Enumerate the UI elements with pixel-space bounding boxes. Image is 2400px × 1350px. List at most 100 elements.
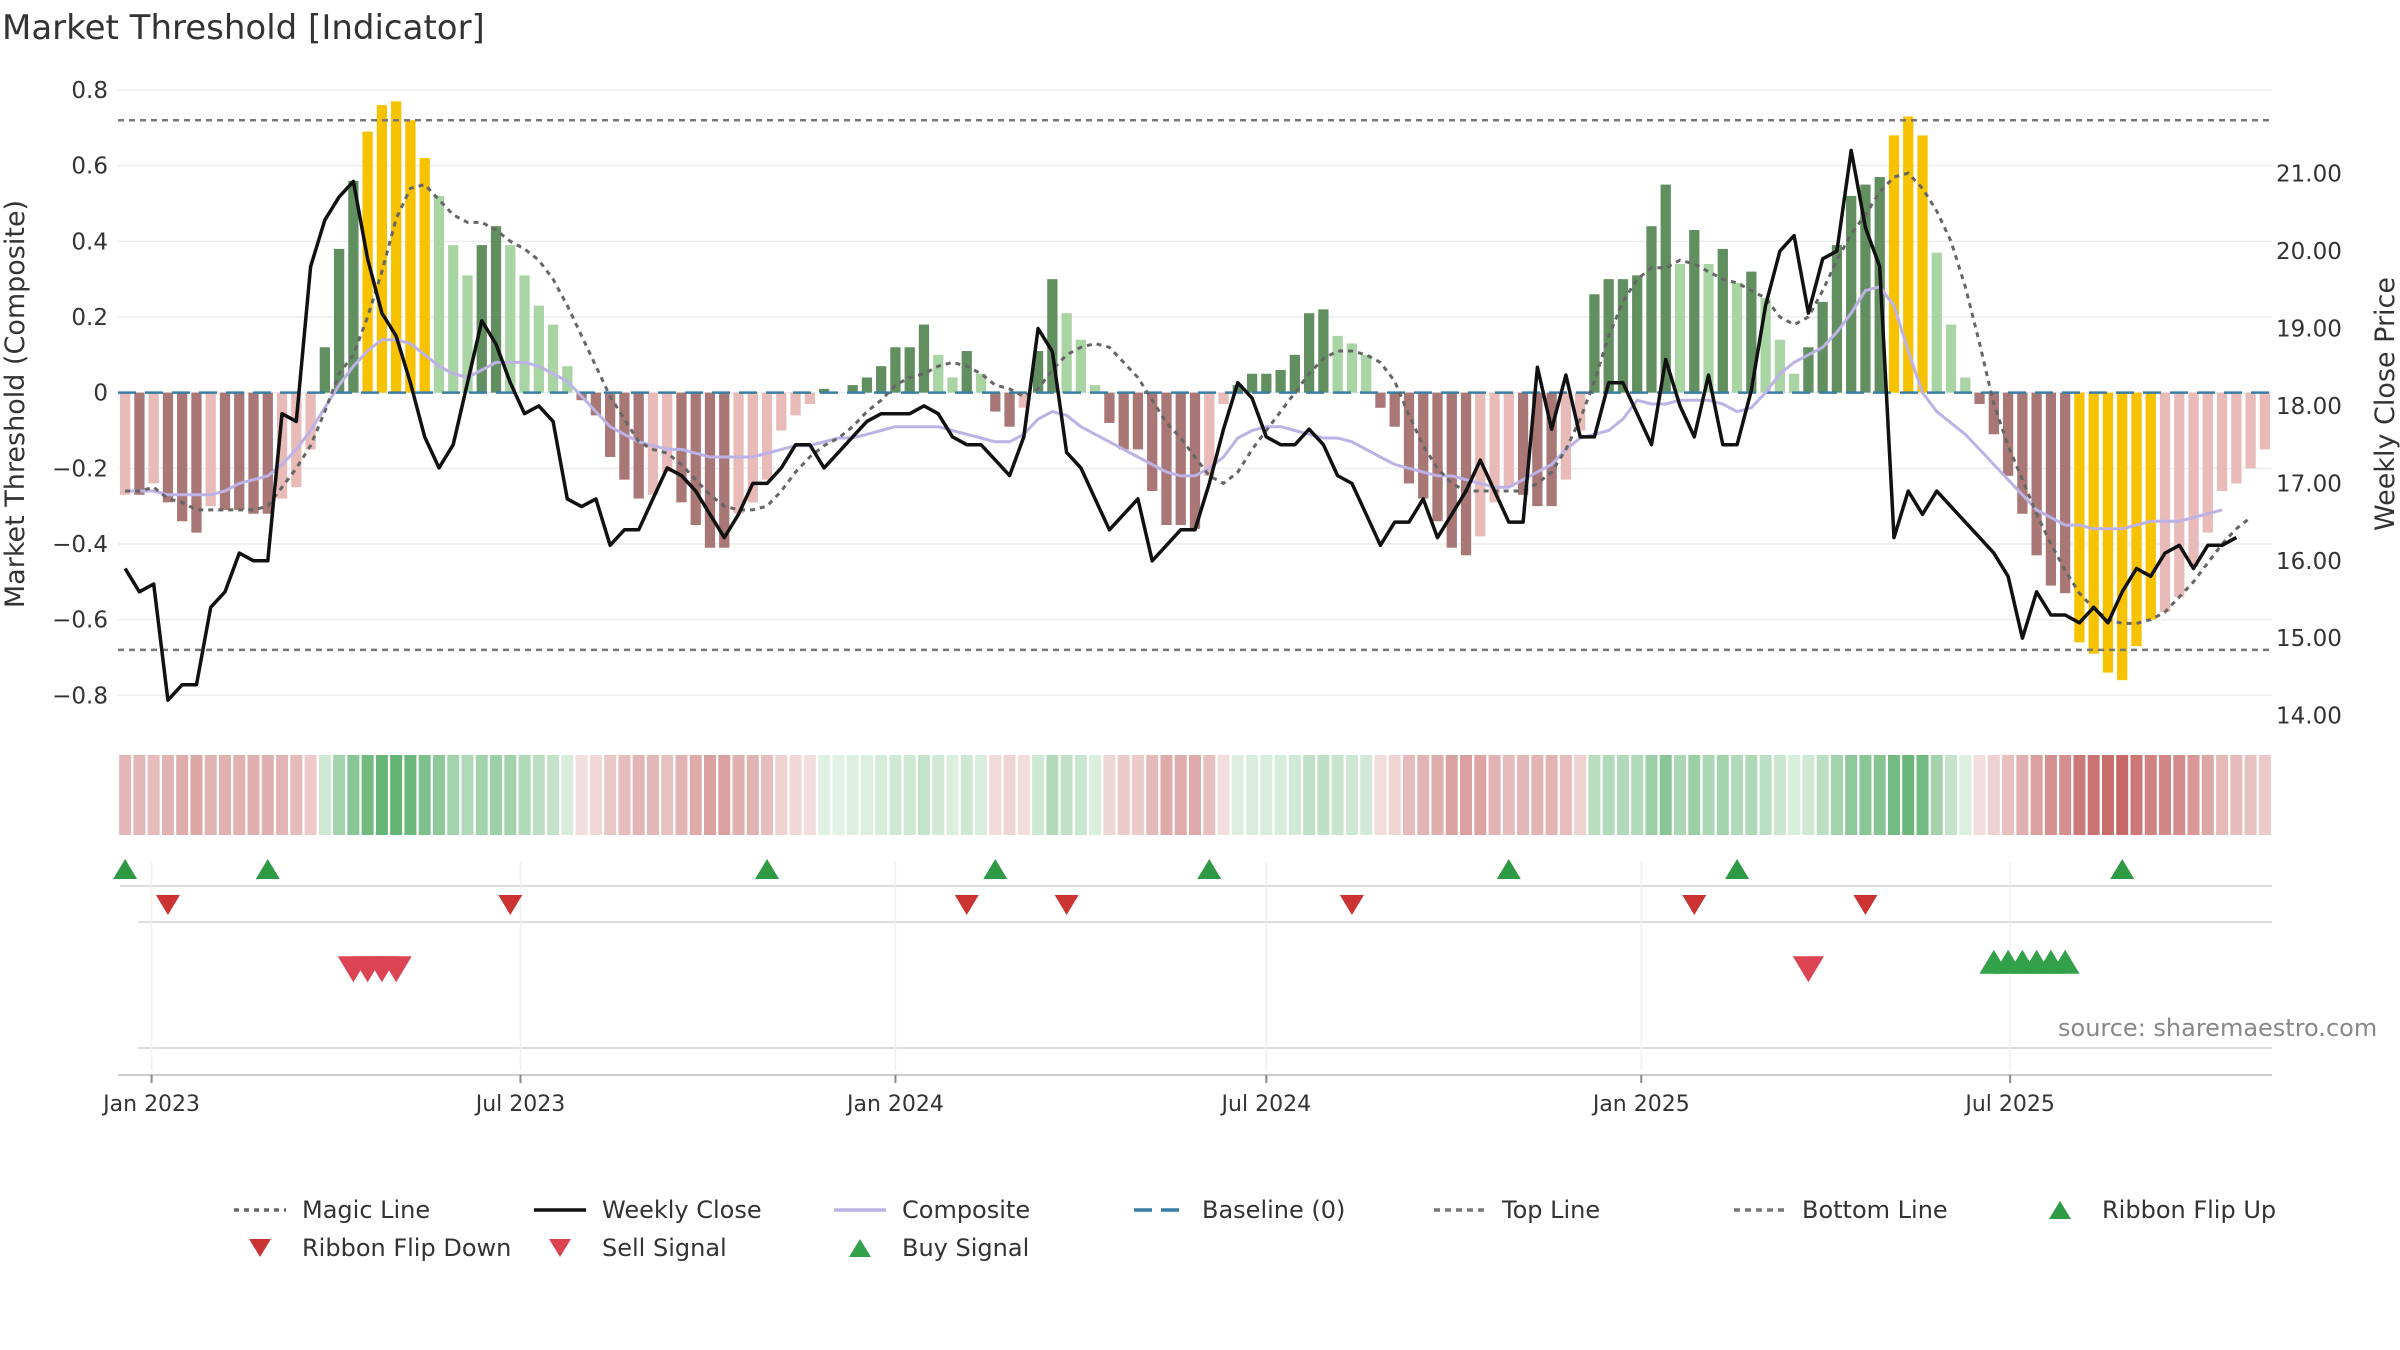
ribbon-cell (1317, 755, 1330, 835)
ribbon-cell (347, 755, 360, 835)
composite-bar (2188, 392, 2199, 567)
ribbon-cell (361, 755, 374, 835)
composite-bar (462, 275, 473, 393)
composite-bar (1846, 195, 1857, 393)
composite-bar (1161, 392, 1172, 526)
ribbon-cell (2230, 755, 2243, 835)
composite-bar (1090, 385, 1101, 393)
composite-bar (2231, 392, 2242, 484)
composite-bar (1475, 392, 1486, 537)
ribbon-cell (675, 755, 688, 835)
ribbon-cell (1531, 755, 1544, 835)
composite-bar (1289, 354, 1300, 393)
ribbon-cell (1574, 755, 1587, 835)
composite-bar (747, 392, 758, 503)
composite-bar (2174, 392, 2185, 597)
ribbon-cell (1716, 755, 1729, 835)
ribbon-cell (803, 755, 816, 835)
ribbon-cell (161, 755, 174, 835)
ribbon-cell (1331, 755, 1344, 835)
composite-bar (1517, 392, 1529, 495)
ribbon-cell (2144, 755, 2157, 835)
ribbon-cell (1017, 755, 1030, 835)
composite-bar (1403, 392, 1415, 484)
x-tick-label: Jul 2024 (1220, 1092, 1312, 1117)
composite-bar (1503, 392, 1514, 488)
ribbon-cell (1802, 755, 1815, 835)
ribbon-cell (304, 755, 317, 835)
ribbon-cell (1217, 755, 1230, 835)
ribbon-cell (432, 755, 445, 835)
ribbon-cell (2087, 755, 2100, 835)
ribbon-cell (532, 755, 545, 835)
ribbon-cell (1160, 755, 1173, 835)
ribbon-cell (561, 755, 574, 835)
composite-bar (1674, 264, 1686, 393)
composite-bar (1489, 392, 1500, 503)
ribbon-cell (1146, 755, 1159, 835)
ribbon-cell (518, 755, 531, 835)
left-tick-label: 0.2 (71, 305, 108, 331)
composite-bar (2117, 392, 2128, 681)
composite-bar (1860, 184, 1871, 393)
composite-bar (162, 392, 174, 503)
ribbon-flip-up-marker (255, 859, 280, 879)
composite-bar (847, 385, 858, 393)
ribbon-cell (504, 755, 517, 835)
ribbon-cell (2201, 755, 2214, 835)
ribbon-cell (1830, 755, 1843, 835)
source-note: source: sharemaestro.com (2058, 1014, 2378, 1042)
composite-bar (1717, 248, 1728, 393)
ribbon-cell (2173, 755, 2186, 835)
ribbon-cell (1659, 755, 1672, 835)
composite-bar (291, 392, 302, 488)
composite-bar (1546, 392, 1557, 507)
composite-bar (305, 392, 316, 450)
composite-bar (1560, 392, 1572, 480)
composite-bar (2145, 392, 2156, 620)
composite-bar (1888, 135, 1900, 393)
composite-bar (590, 392, 602, 416)
composite-bar (2159, 392, 2171, 613)
ribbon-cell (618, 755, 631, 835)
composite-bar (2131, 392, 2142, 647)
composite-bar (248, 392, 259, 514)
ribbon-cell (2216, 755, 2229, 835)
ribbon-cell (461, 755, 474, 835)
ribbon-cell (1474, 755, 1487, 835)
left-tick-label: 0 (93, 381, 108, 407)
ribbon-cell (1274, 755, 1287, 835)
ribbon-cell (832, 755, 845, 835)
composite-bar (1532, 392, 1543, 507)
ribbon-cell (589, 755, 602, 835)
ribbon-cell (190, 755, 203, 835)
ribbon-cell (1460, 755, 1473, 835)
ribbon-cell (1873, 755, 1886, 835)
composite-bar (547, 324, 559, 393)
ribbon-cell (2116, 755, 2129, 835)
composite-bar (876, 366, 887, 393)
composite-bar (2060, 392, 2071, 594)
composite-bar (2202, 392, 2213, 533)
composite-bar (1960, 377, 1971, 393)
ribbon-flip-down-marker (155, 895, 180, 915)
composite-bar (562, 366, 573, 393)
ribbon-cell (490, 755, 503, 835)
composite-bar (619, 392, 630, 480)
composite-bar (1004, 392, 1015, 427)
composite-bar (2002, 392, 2014, 476)
ribbon-cell (1231, 755, 1244, 835)
composite-bar (1018, 392, 1029, 408)
ribbon-cell (761, 755, 774, 835)
ribbon-cell (1032, 755, 1045, 835)
ribbon-cell (1402, 755, 1415, 835)
left-tick-label: −0.6 (52, 608, 108, 634)
composite-bar (947, 377, 958, 393)
composite-bar (134, 392, 145, 495)
ribbon-cell (1959, 755, 1972, 835)
ribbon-cell (1388, 755, 1401, 835)
composite-bar (1646, 226, 1657, 393)
composite-bar (804, 392, 815, 404)
ribbon-flip-up-marker (113, 859, 138, 879)
ribbon-cell (1260, 755, 1273, 835)
